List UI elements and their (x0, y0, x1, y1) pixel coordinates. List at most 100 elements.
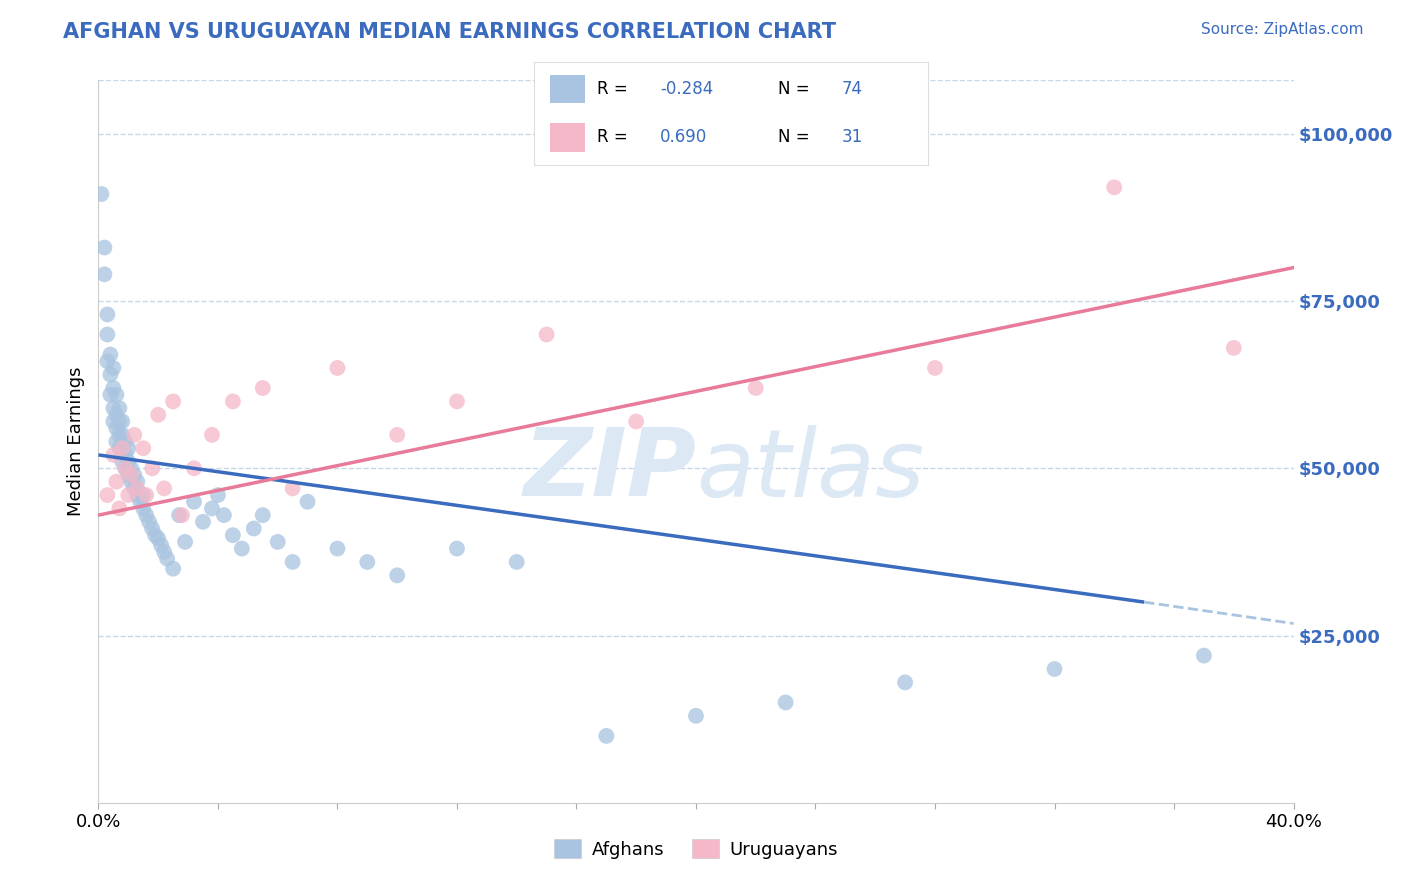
Point (183, 494, 205, 508)
Point (252, 508, 274, 523)
Point (111, 441, 134, 455)
Point (103, 361, 125, 376)
Point (326, 361, 349, 376)
Point (127, 482, 149, 496)
Text: ZIP: ZIP (523, 425, 696, 516)
Point (167, 508, 190, 523)
Point (96, 307, 118, 321)
Point (103, 448, 125, 462)
Point (1192, 648, 1215, 663)
Point (267, 534, 290, 549)
Point (105, 408, 128, 422)
Point (105, 421, 128, 435)
Text: AFGHAN VS URUGUAYAN MEDIAN EARNINGS CORRELATION CHART: AFGHAN VS URUGUAYAN MEDIAN EARNINGS CORR… (63, 22, 837, 42)
Point (143, 528, 166, 542)
Point (207, 488, 229, 502)
Point (172, 508, 194, 523)
Point (924, 361, 946, 376)
Point (626, 414, 648, 428)
Point (281, 482, 304, 496)
Point (153, 545, 176, 559)
Point (132, 488, 155, 502)
Point (252, 381, 274, 395)
Point (117, 488, 139, 502)
Text: N =: N = (779, 128, 810, 146)
Point (1043, 662, 1066, 676)
Point (114, 461, 136, 475)
Legend: Afghans, Uruguayans: Afghans, Uruguayans (547, 832, 845, 866)
Point (162, 394, 184, 409)
Point (98, 348, 122, 362)
Point (183, 461, 205, 475)
Point (141, 461, 163, 475)
Point (135, 488, 157, 502)
Point (135, 508, 157, 523)
Point (111, 414, 134, 428)
Text: -0.284: -0.284 (661, 80, 713, 98)
Point (117, 454, 139, 469)
Point (96, 327, 118, 342)
Point (120, 467, 142, 482)
Point (117, 467, 139, 482)
Point (685, 708, 707, 723)
Point (90, 187, 112, 202)
Point (191, 515, 214, 529)
Point (138, 515, 160, 529)
Point (98, 387, 122, 401)
Point (150, 538, 173, 552)
Point (201, 427, 224, 442)
Point (103, 381, 125, 395)
Point (132, 501, 155, 516)
Point (105, 387, 128, 401)
Point (153, 482, 176, 496)
Point (111, 441, 134, 455)
Point (1104, 180, 1126, 194)
Point (96, 488, 118, 502)
Point (114, 434, 136, 449)
Point (243, 521, 266, 535)
Point (595, 729, 617, 743)
Point (212, 508, 235, 523)
Point (148, 532, 170, 546)
Point (326, 541, 349, 556)
Point (446, 541, 468, 556)
FancyBboxPatch shape (550, 123, 585, 152)
Point (156, 551, 179, 566)
Point (117, 441, 139, 455)
Point (108, 414, 131, 428)
Point (127, 475, 149, 489)
Point (124, 427, 146, 442)
Point (96, 354, 118, 368)
Point (174, 534, 197, 549)
Point (775, 696, 797, 710)
Point (93, 268, 115, 282)
Point (201, 501, 224, 516)
Point (103, 414, 125, 428)
Point (129, 494, 152, 508)
Text: R =: R = (598, 128, 628, 146)
Point (536, 327, 558, 342)
Y-axis label: Median Earnings: Median Earnings (66, 367, 84, 516)
Text: 31: 31 (841, 128, 863, 146)
Point (148, 408, 170, 422)
Point (93, 240, 115, 255)
Point (114, 448, 136, 462)
Point (108, 427, 131, 442)
Point (356, 555, 378, 569)
Text: 0.690: 0.690 (661, 128, 707, 146)
Point (120, 461, 142, 475)
Point (124, 467, 146, 482)
Point (385, 568, 409, 582)
Point (446, 394, 468, 409)
Point (105, 434, 128, 449)
FancyBboxPatch shape (550, 75, 585, 103)
Point (120, 475, 142, 489)
Point (108, 501, 131, 516)
Point (132, 441, 155, 455)
Point (103, 401, 125, 416)
Point (105, 475, 128, 489)
Point (111, 427, 134, 442)
Point (114, 461, 136, 475)
Point (231, 541, 253, 556)
Text: R =: R = (598, 80, 628, 98)
